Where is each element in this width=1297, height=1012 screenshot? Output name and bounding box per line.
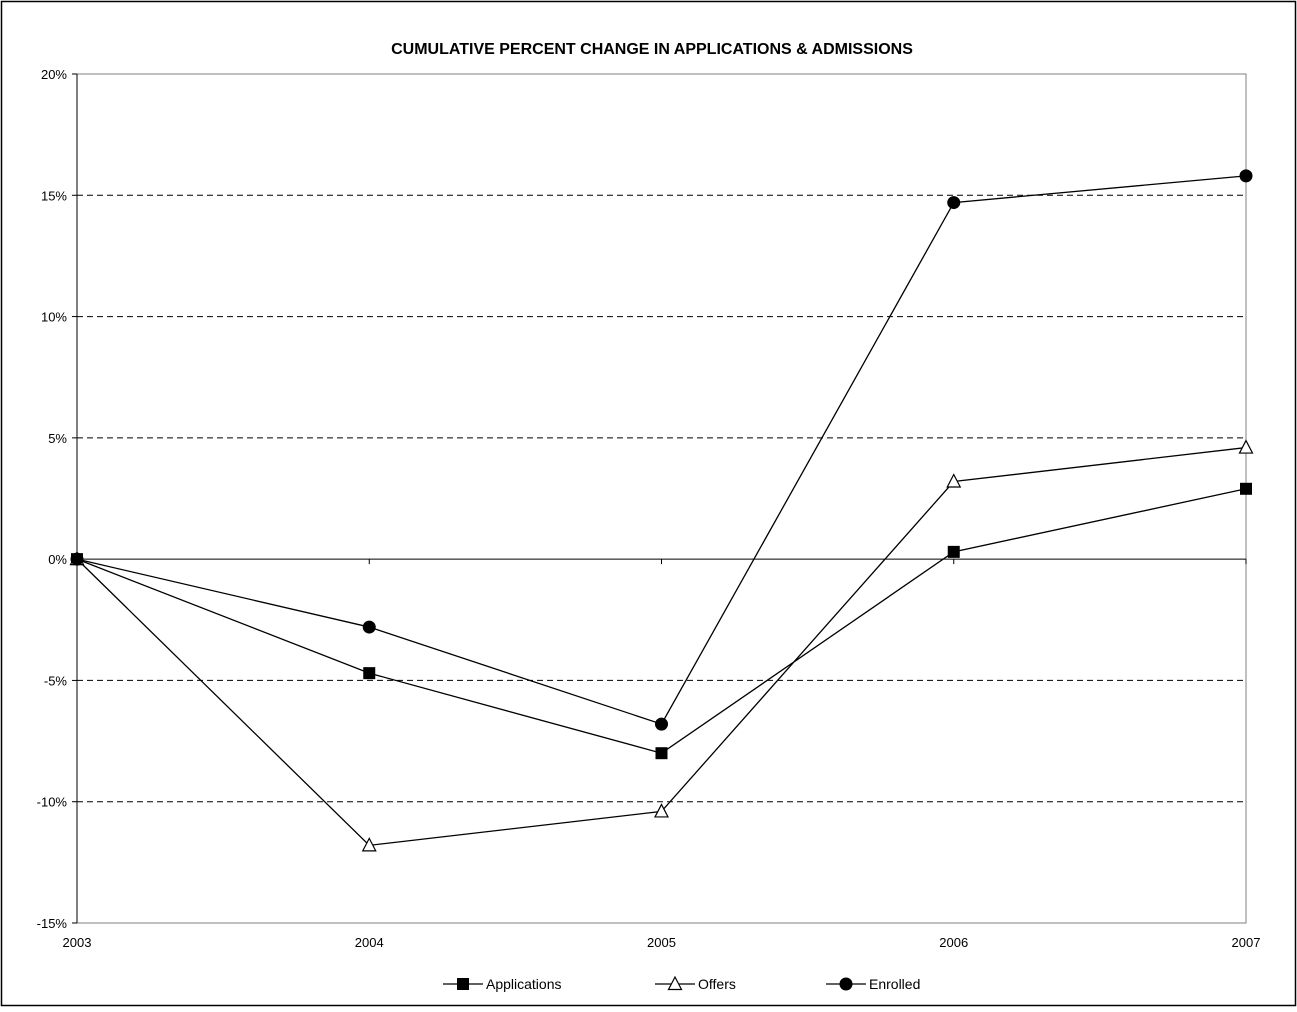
legend-label-offers: Offers [698,976,736,992]
data-point-enrolled [1239,169,1253,183]
legend-label-applications: Applications [486,976,562,992]
y-tick-label: 15% [41,188,67,203]
y-tick-label: 5% [48,431,67,446]
x-tick-label: 2006 [939,935,968,950]
x-tick-label: 2003 [63,935,92,950]
data-point-enrolled [947,196,961,210]
data-point-enrolled [362,620,376,634]
legend-marker-offers [667,975,683,991]
data-point-applications [363,667,376,680]
gridlines [77,194,1246,803]
axes: 20% 15% 10% 5% 0% -5% -10% -15% 2003 2004 2005 2006… [37,67,1261,950]
data-point-offers [361,837,377,852]
data-point-enrolled [655,717,668,731]
y-tick-label: -5% [44,673,68,688]
y-tick-label: -15% [37,916,68,931]
data-point-enrolled [70,552,84,566]
data-point-offers [654,803,669,818]
legend-marker-applications [457,978,469,990]
x-tick-label: 2004 [355,935,384,950]
y-tick-label: 10% [41,310,67,325]
y-tick-label: 0% [48,552,67,567]
y-tick-label: 20% [41,67,67,82]
series-lines [69,169,1254,852]
data-point-applications [947,545,960,558]
x-tick-label: 2005 [647,935,676,950]
y-tick-label: -10% [37,795,68,810]
legend-label-enrolled: Enrolled [869,976,920,992]
data-point-applications [1240,482,1252,495]
chart-title: CUMULATIVE PERCENT CHANGE IN APPLICATION… [391,41,913,58]
data-point-offers [1238,439,1254,454]
data-point-offers [946,473,962,488]
legend-marker-enrolled [839,977,853,991]
data-point-applications [655,747,668,760]
x-tick-label: 2007 [1232,935,1261,950]
legend: Applications Offers Enrolled [443,975,920,992]
